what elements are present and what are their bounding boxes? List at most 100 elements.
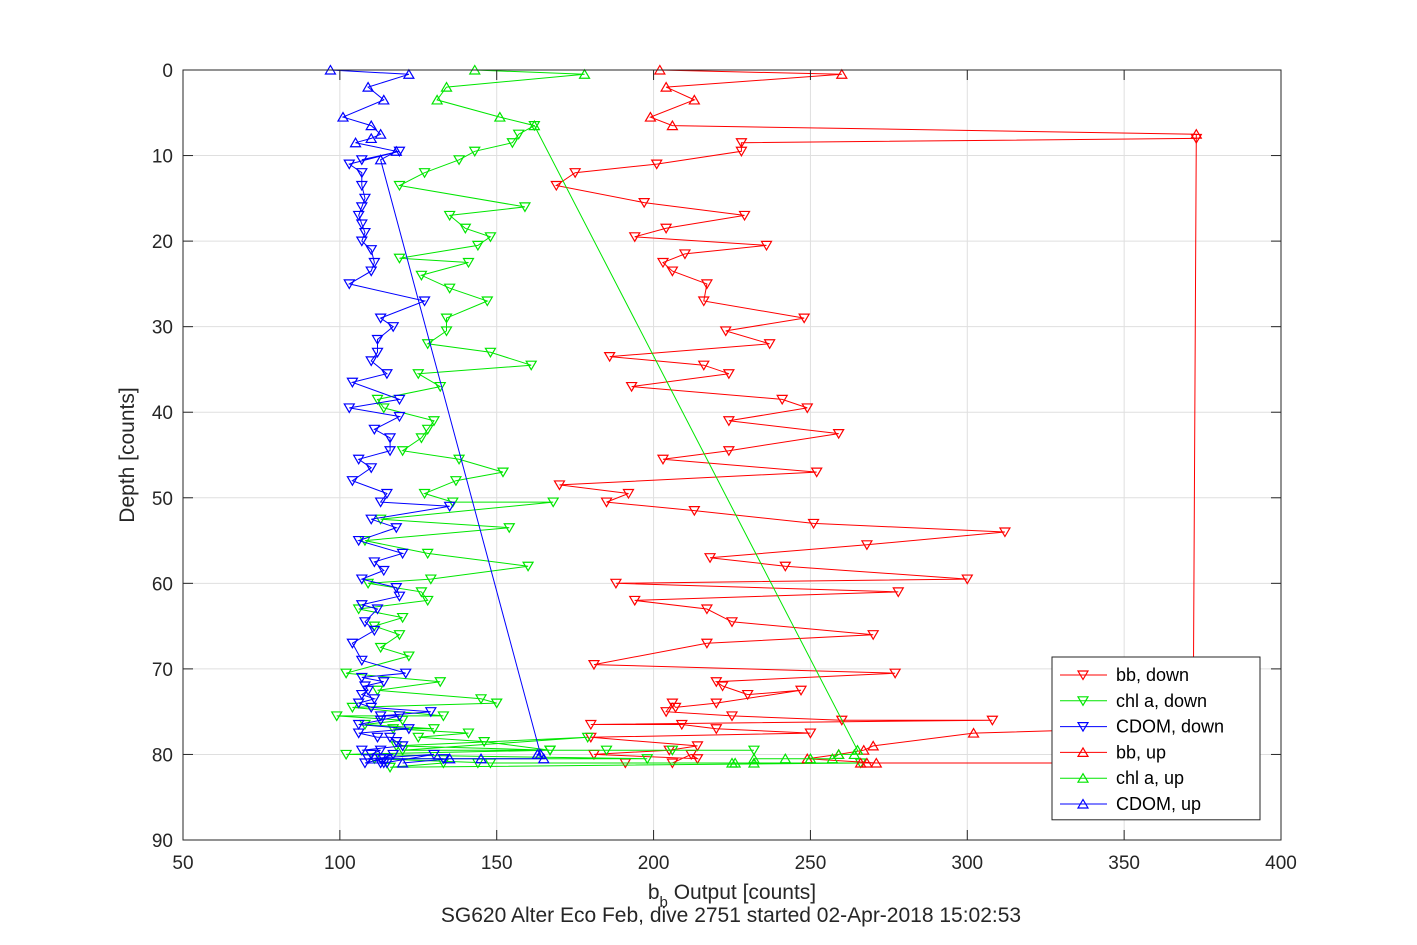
data-point: [393, 591, 406, 602]
data-point: [355, 600, 368, 611]
data-point: [666, 119, 679, 131]
data-point: [421, 595, 434, 607]
x-axis-label-subscript: b: [660, 894, 668, 911]
data-point: [355, 689, 368, 701]
data-point: [365, 356, 378, 367]
data-point: [587, 660, 601, 671]
data-point: [625, 381, 638, 393]
data-point: [688, 94, 701, 105]
data-point: [387, 322, 400, 333]
data-point: [967, 727, 980, 738]
data-point: [402, 68, 415, 79]
data-point: [478, 737, 491, 748]
data-point: [609, 578, 622, 590]
y-tick-label: 60: [152, 574, 173, 595]
data-point: [688, 506, 701, 517]
data-point: [892, 587, 905, 598]
y-axis-label: Depth [counts]: [116, 387, 139, 522]
data-point: [622, 488, 635, 500]
x-tick-label: 50: [172, 853, 193, 874]
data-point: [722, 416, 735, 427]
data-point: [729, 757, 742, 768]
data-point: [393, 711, 406, 722]
data-point: [346, 377, 359, 388]
data-point: [543, 745, 557, 756]
data-point: [352, 719, 365, 731]
data-point: [459, 223, 472, 234]
data-point: [697, 296, 710, 307]
data-point: [832, 429, 845, 440]
data-point: [371, 347, 384, 359]
data-point: [418, 296, 431, 307]
data-point: [358, 617, 372, 628]
y-tick-label: 0: [162, 61, 173, 82]
data-point: [848, 748, 861, 760]
data-point: [384, 446, 397, 457]
legend-label: chl a, down: [1116, 691, 1207, 711]
legend-item: CDOM, down: [1060, 717, 1224, 737]
data-point: [453, 155, 466, 166]
data-point: [490, 698, 503, 709]
data-point: [440, 326, 453, 337]
data-point: [641, 754, 654, 765]
data-point: [355, 155, 368, 166]
data-point: [700, 279, 713, 290]
data-point: [697, 360, 710, 371]
data-point: [440, 81, 453, 92]
data-point: [415, 587, 428, 598]
data-point: [377, 565, 390, 577]
data-point: [581, 732, 594, 744]
data-point: [443, 501, 456, 513]
data-point: [722, 446, 735, 457]
data-point: [352, 728, 365, 739]
legend-marker: [1076, 746, 1090, 757]
x-tick-label: 200: [638, 853, 670, 874]
data-point: [666, 698, 679, 709]
data-point: [506, 138, 519, 149]
data-point: [346, 476, 359, 487]
data-point: [650, 159, 663, 170]
data-point: [365, 266, 378, 277]
data-point: [860, 757, 873, 768]
data-point: [722, 369, 735, 380]
data-point: [443, 210, 456, 222]
data-point: [352, 535, 365, 547]
data-point: [735, 138, 748, 149]
legend-label: CDOM, up: [1116, 794, 1201, 814]
data-point: [371, 685, 384, 696]
data-point: [760, 240, 773, 252]
data-point: [396, 741, 409, 752]
data-point: [396, 612, 409, 624]
series-1: [330, 121, 867, 773]
data-point: [776, 394, 789, 406]
x-tick-label: 100: [324, 853, 356, 874]
data-point: [427, 724, 441, 735]
data-point: [600, 497, 613, 508]
data-point: [656, 257, 670, 269]
data-point: [857, 744, 870, 755]
data-point: [522, 561, 535, 572]
data-point: [371, 394, 384, 406]
y-tick-label: 50: [152, 489, 173, 510]
data-point: [393, 253, 406, 264]
data-point: [399, 668, 412, 679]
data-point: [365, 702, 378, 714]
data-point: [725, 711, 739, 722]
data-point: [377, 94, 390, 105]
data-point: [700, 604, 713, 615]
data-point: [870, 757, 883, 768]
data-point: [343, 403, 356, 414]
data-point: [412, 369, 425, 380]
x-tick-label: 400: [1265, 853, 1297, 874]
data-point: [374, 642, 387, 654]
data-point: [961, 574, 974, 585]
data-point: [368, 257, 381, 269]
data-point: [569, 168, 582, 179]
data-point: [377, 677, 390, 688]
legend-marker: [1076, 798, 1090, 809]
data-point: [352, 454, 365, 465]
legend-marker: [1076, 670, 1090, 681]
axes: 50 100 150 200 250 300 350 400 0 10 20 30 40 50 60 70 80…: [152, 61, 1297, 874]
data-point: [390, 583, 403, 594]
data-point: [550, 180, 563, 192]
